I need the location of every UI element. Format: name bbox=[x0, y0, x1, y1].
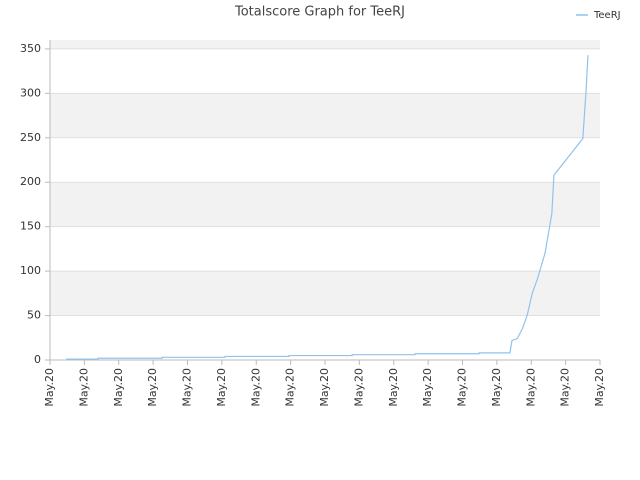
x-tick-label: May.20 bbox=[43, 368, 56, 407]
x-tick-label: May.20 bbox=[146, 368, 159, 407]
x-tick-label: May.20 bbox=[112, 368, 125, 407]
y-tick-label: 100 bbox=[20, 264, 41, 277]
x-tick-label: May.20 bbox=[490, 368, 503, 407]
x-tick-label: May.20 bbox=[421, 368, 434, 407]
data-line bbox=[66, 55, 589, 360]
x-tick-label: May.20 bbox=[215, 368, 228, 407]
y-tick-label: 350 bbox=[20, 42, 41, 55]
grid-band bbox=[50, 182, 600, 227]
x-tick-label: May.20 bbox=[387, 368, 400, 407]
x-tick-label: May.20 bbox=[181, 368, 194, 407]
x-tick-label: May.20 bbox=[284, 368, 297, 407]
grid-band bbox=[50, 93, 600, 138]
y-tick-label: 250 bbox=[20, 131, 41, 144]
x-tick-label: May.20 bbox=[593, 368, 606, 407]
x-tick-label: May.20 bbox=[77, 368, 90, 407]
y-tick-label: 200 bbox=[20, 175, 41, 188]
grid-band bbox=[50, 40, 600, 49]
grid-band bbox=[50, 271, 600, 316]
x-tick-label: May.20 bbox=[456, 368, 469, 407]
x-tick-label: May.20 bbox=[524, 368, 537, 407]
x-tick-label: May.20 bbox=[318, 368, 331, 407]
x-tick-label: May.20 bbox=[559, 368, 572, 407]
y-tick-label: 150 bbox=[20, 220, 41, 233]
x-tick-label: May.20 bbox=[249, 368, 262, 407]
y-tick-label: 50 bbox=[27, 309, 41, 322]
x-tick-label: May.20 bbox=[352, 368, 365, 407]
y-tick-label: 300 bbox=[20, 86, 41, 99]
y-tick-label: 0 bbox=[34, 353, 41, 366]
chart-title: Totalscore Graph for TeeRJ bbox=[234, 5, 405, 20]
legend-label: TeeRJ bbox=[593, 10, 621, 21]
